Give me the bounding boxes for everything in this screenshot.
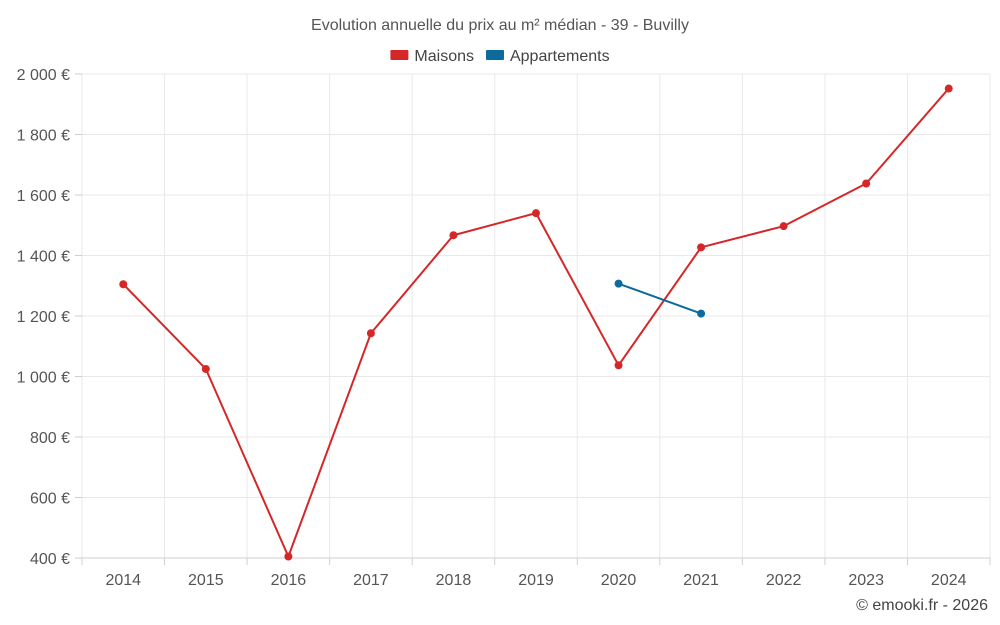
y-tick-label: 1 800 € xyxy=(17,128,70,145)
y-axis-ticks: 400 € 600 € 800 € 1 000 € 1 200 € 1 400 € 1 60… xyxy=(17,67,82,568)
data-point[interactable] xyxy=(366,329,375,338)
data-point[interactable] xyxy=(944,84,953,93)
data-point[interactable] xyxy=(697,243,706,252)
legend-swatch xyxy=(390,50,409,60)
legend-swatch xyxy=(485,50,504,60)
y-tick-label: 1 600 € xyxy=(17,188,70,205)
x-tick-label: 2016 xyxy=(271,572,307,589)
x-tick-label: 2020 xyxy=(601,572,637,589)
x-tick-label: 2024 xyxy=(931,572,967,589)
legend: Maisons Appartements xyxy=(390,48,610,65)
series-appartements xyxy=(614,279,706,318)
data-point[interactable] xyxy=(449,231,458,240)
chart-title: Evolution annuelle du prix au m² médian … xyxy=(311,17,689,34)
data-point[interactable] xyxy=(697,309,706,318)
x-tick-label: 2023 xyxy=(848,572,884,589)
legend-label: Maisons xyxy=(414,48,474,65)
y-gridlines xyxy=(82,73,990,498)
data-point[interactable] xyxy=(614,279,623,288)
data-point[interactable] xyxy=(614,361,623,370)
y-tick-label: 1 400 € xyxy=(17,249,70,266)
x-tick-label: 2018 xyxy=(436,572,472,589)
data-point[interactable] xyxy=(119,280,128,289)
y-tick-label: 1 200 € xyxy=(17,309,70,326)
x-tick-label: 2021 xyxy=(683,572,719,589)
data-point[interactable] xyxy=(532,209,540,218)
x-tick-label: 2022 xyxy=(766,572,802,589)
y-tick-label: 400 € xyxy=(30,551,70,568)
x-tick-label: 2019 xyxy=(518,572,554,589)
x-tick-label: 2014 xyxy=(105,572,141,589)
y-tick-label: 1 000 € xyxy=(17,370,70,387)
y-tick-label: 2 000 € xyxy=(17,67,70,84)
x-tick-label: 2015 xyxy=(188,572,224,589)
legend-label: Appartements xyxy=(510,48,610,65)
data-point[interactable] xyxy=(284,552,293,561)
x-axis-ticks: 2014 2015 2016 2017 2018 2019 2020 2021 2022 2023… xyxy=(81,558,991,589)
legend-item-maisons[interactable]: Maisons xyxy=(390,48,474,65)
series-layer xyxy=(119,84,953,561)
data-point[interactable] xyxy=(201,364,210,373)
x-tick-label: 2017 xyxy=(353,572,389,589)
data-point[interactable] xyxy=(779,222,788,231)
y-tick-label: 800 € xyxy=(30,430,70,447)
data-point[interactable] xyxy=(862,179,871,188)
y-tick-label: 600 € xyxy=(30,491,70,508)
series-line xyxy=(618,282,702,315)
series-maisons xyxy=(119,84,953,561)
legend-item-appartements[interactable]: Appartements xyxy=(485,48,610,65)
credit-text: © emooki.fr - 2026 xyxy=(856,597,988,614)
